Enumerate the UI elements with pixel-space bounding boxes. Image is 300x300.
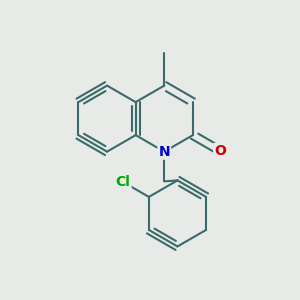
Text: Cl: Cl [116, 175, 130, 189]
Text: O: O [214, 144, 226, 158]
Text: N: N [158, 145, 170, 159]
